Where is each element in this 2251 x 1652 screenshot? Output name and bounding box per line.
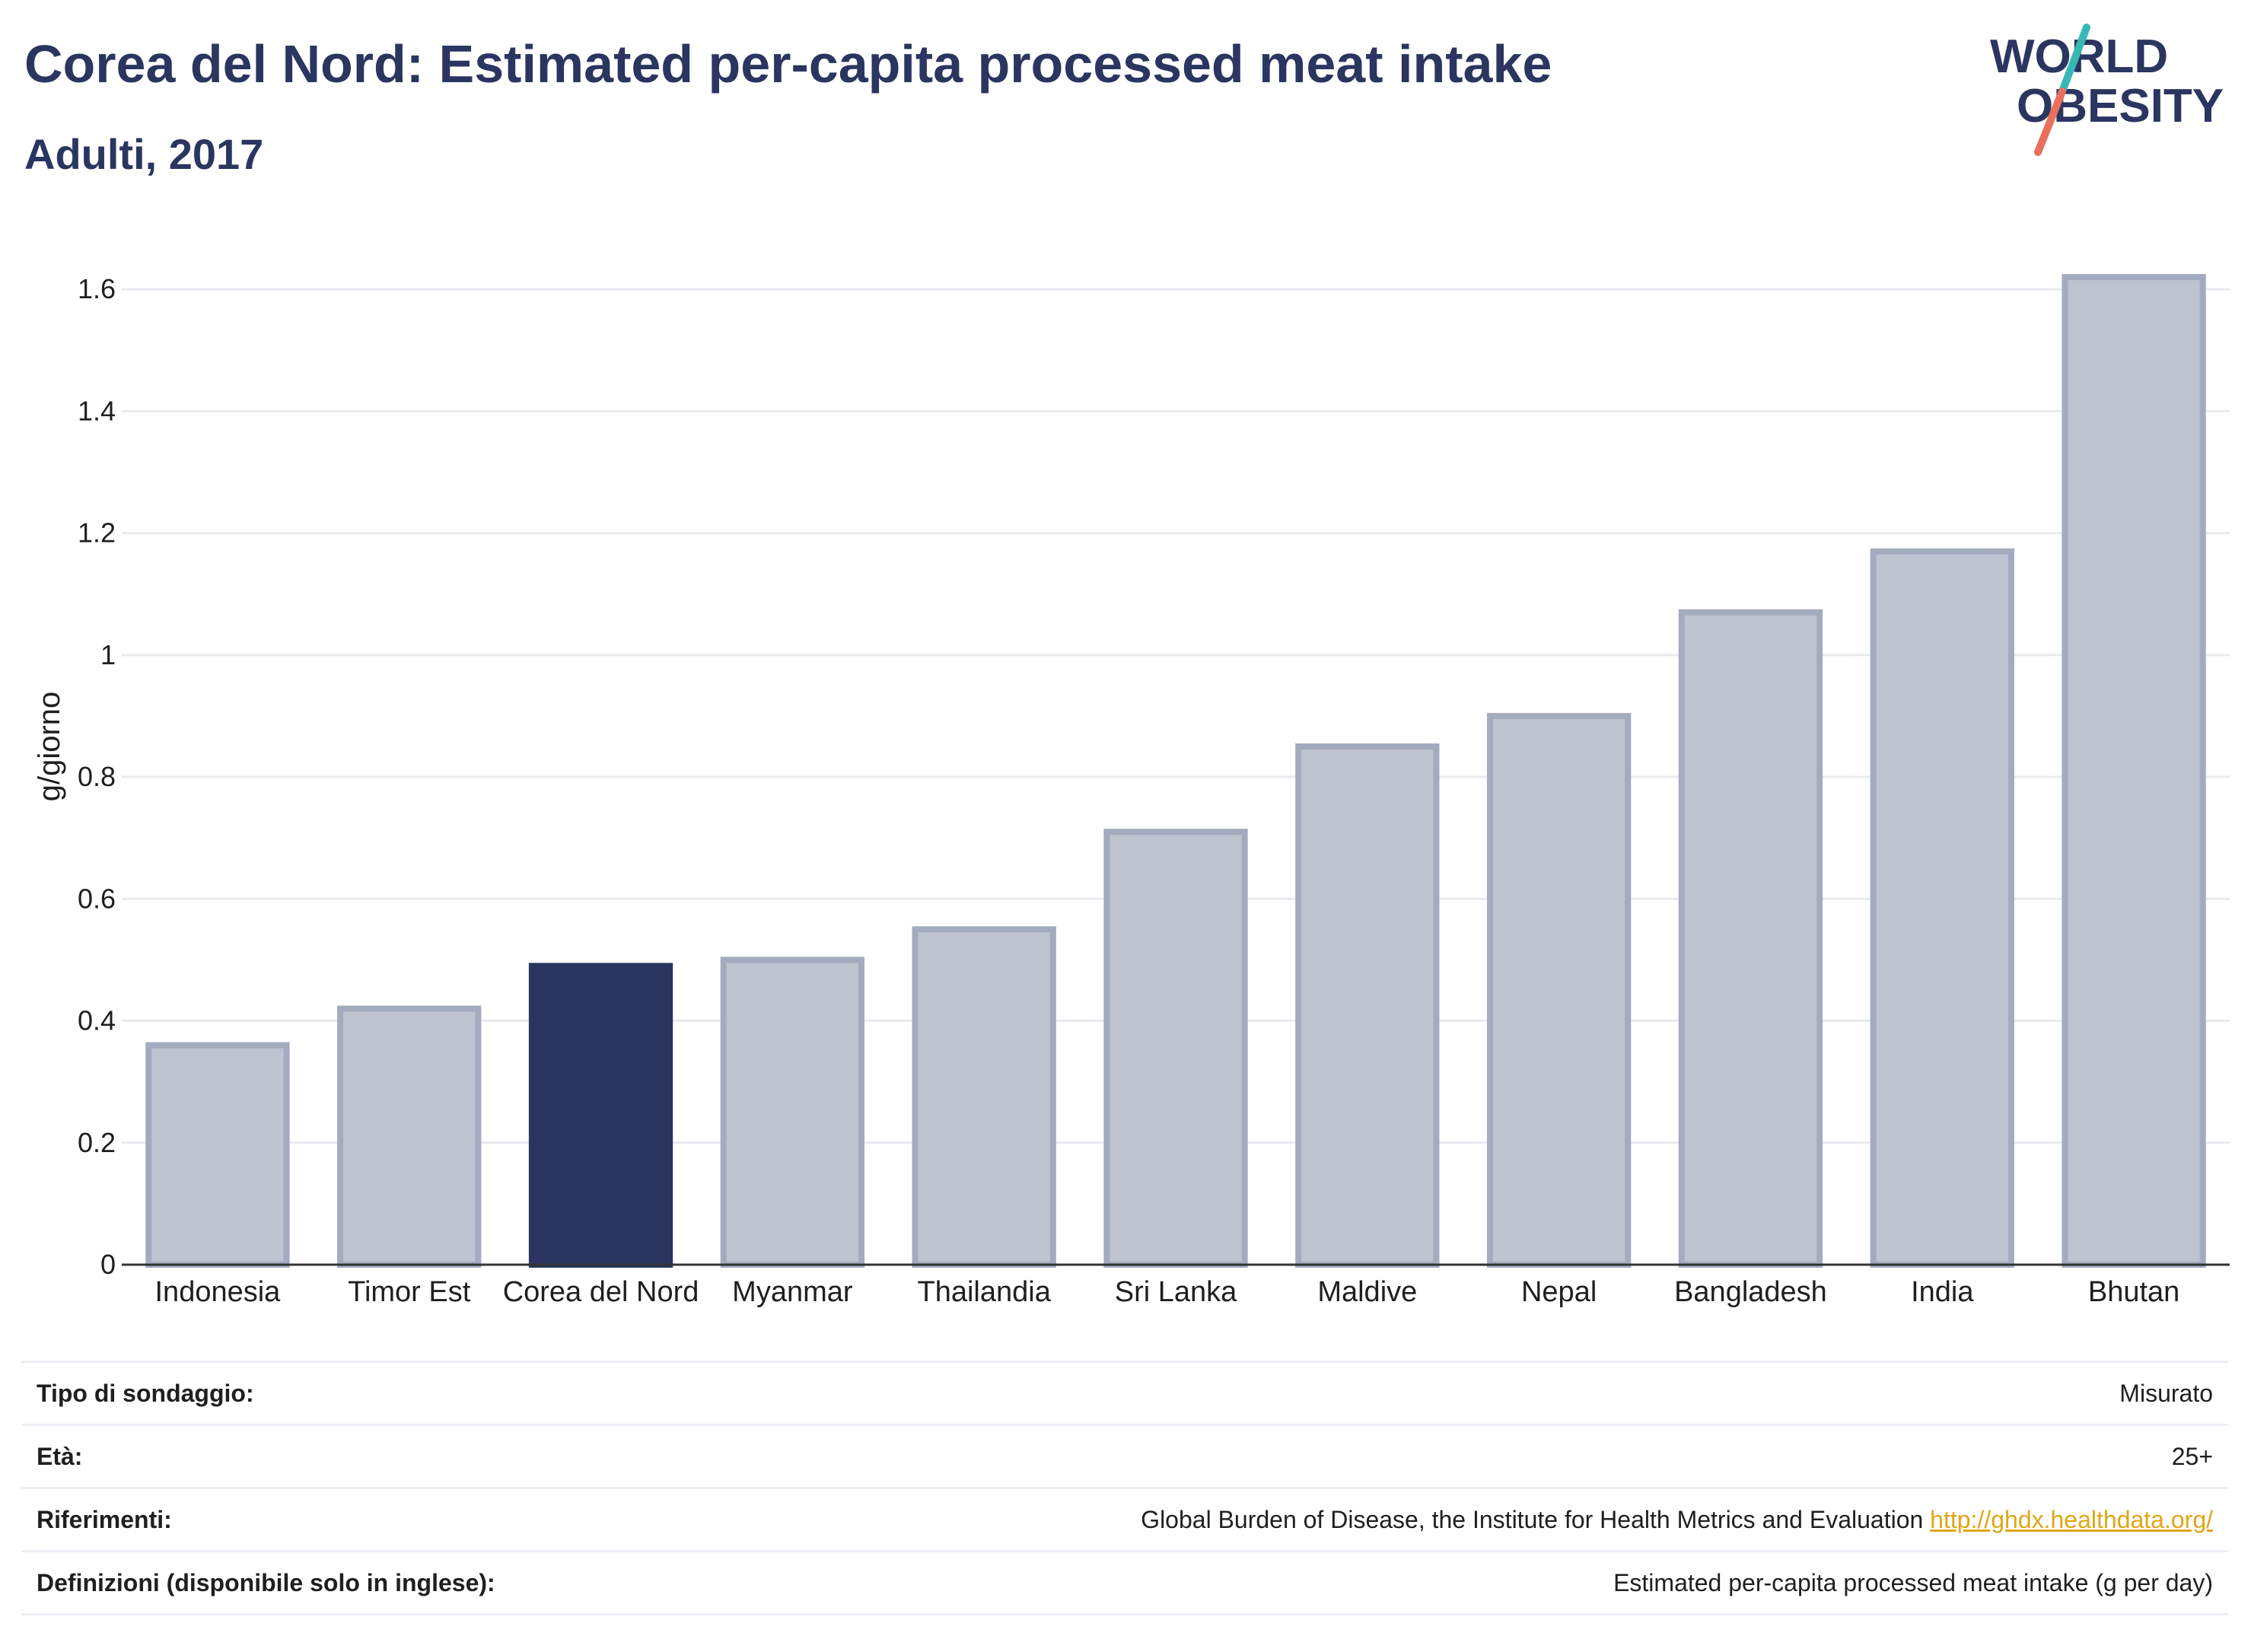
x-tick-label: India (1911, 1276, 1974, 1308)
metadata-table: Tipo di sondaggio: Misurato Età: 25+ Rif… (21, 1361, 2228, 1615)
world-obesity-logo: WORLD OBESITY (1990, 24, 2224, 156)
meta-key: Tipo di sondaggio: (21, 1361, 700, 1426)
y-tick-label: 0.6 (78, 883, 116, 914)
bar-chart: 0 0.2 0.4 0.6 0.8 1 1.2 1.4 1.6 g/giorno Indonesia… (33, 273, 2230, 1308)
y-tick-label: 0 (100, 1249, 116, 1280)
chart-title: Corea del Nord: Estimated per-capita pro… (24, 34, 1552, 94)
y-tick-label: 1 (100, 639, 116, 670)
meta-row-survey-type: Tipo di sondaggio: Misurato (21, 1361, 2228, 1426)
bar (1678, 609, 1823, 1268)
x-tick-label: Sri Lanka (1115, 1276, 1237, 1308)
x-tick-label: Maldive (1317, 1276, 1417, 1308)
meta-key: Età: (21, 1424, 700, 1489)
y-tick-label: 0.4 (78, 1005, 116, 1036)
bar (912, 926, 1056, 1268)
y-tick-label: 0.2 (78, 1127, 116, 1158)
bar (1103, 829, 1248, 1268)
x-tick-label: Timor Est (348, 1276, 471, 1308)
meta-value: 25+ (699, 1424, 2228, 1489)
logo-slash-coral (2034, 88, 2066, 156)
x-tick-label: Corea del Nord (503, 1276, 699, 1308)
bar (720, 957, 865, 1268)
meta-value: Estimated per-capita processed meat inta… (699, 1551, 2228, 1615)
meta-row-references: Riferimenti: Global Burden of Disease, t… (21, 1488, 2228, 1552)
logo-slash-teal (2058, 24, 2090, 95)
reference-link[interactable]: http://ghdx.healthdata.org/ (1930, 1505, 2213, 1533)
meta-row-definitions: Definizioni (disponibile solo in inglese… (21, 1551, 2228, 1615)
bar (1870, 548, 2014, 1268)
meta-key: Definizioni (disponibile solo in inglese… (21, 1551, 700, 1615)
y-tick-label: 0.8 (78, 761, 116, 792)
y-tick-label: 1.6 (78, 273, 116, 304)
bar (1486, 712, 1632, 1268)
x-tick-label: Nepal (1521, 1276, 1597, 1308)
meta-value: Global Burden of Disease, the Institute … (699, 1488, 2228, 1552)
meta-row-age: Età: 25+ (21, 1424, 2228, 1489)
bar (2062, 274, 2206, 1268)
bar (337, 1005, 482, 1268)
bar (145, 1042, 290, 1268)
meta-key: Riferimenti: (21, 1488, 700, 1552)
x-tick-label: Indonesia (155, 1276, 282, 1308)
y-axis-title: g/giorno (33, 692, 66, 802)
meta-value: Misurato (699, 1361, 2228, 1426)
y-tick-label: 1.4 (78, 395, 116, 426)
reference-text: Global Burden of Disease, the Institute … (1141, 1505, 1924, 1533)
x-tick-label: Bhutan (2088, 1276, 2179, 1308)
chart-subtitle: Adulti, 2017 (24, 130, 264, 178)
y-tick-label: 1.2 (78, 517, 116, 549)
x-tick-label: Bangladesh (1674, 1276, 1827, 1308)
x-tick-label: Myanmar (732, 1276, 853, 1308)
bar (1295, 743, 1440, 1268)
bar-highlight (528, 963, 673, 1268)
x-tick-label: Thailandia (918, 1276, 1052, 1308)
